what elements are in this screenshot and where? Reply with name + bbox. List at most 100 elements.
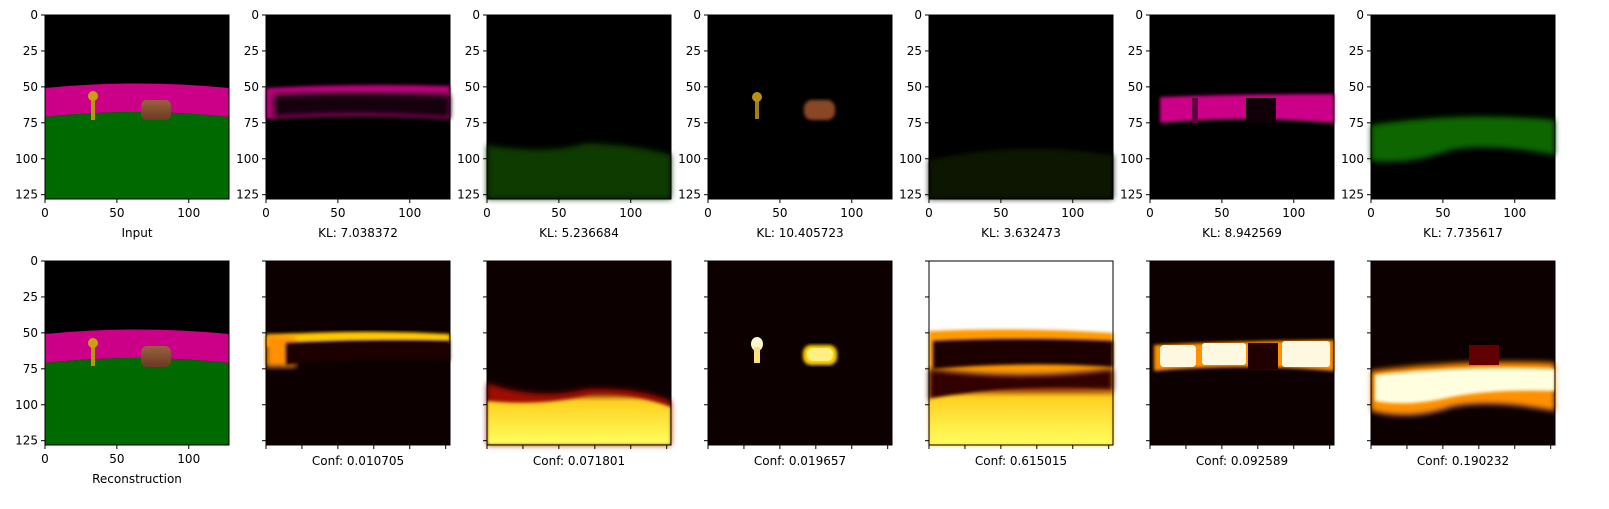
x-tick-label: 50	[993, 206, 1008, 220]
panel-reconstruction	[45, 261, 229, 445]
y-tick-label: 25	[907, 44, 922, 58]
axes-frame	[265, 260, 451, 446]
y-tick-label: 100	[1120, 152, 1143, 166]
y-tick-label: 50	[465, 80, 480, 94]
y-tick-label: 125	[899, 188, 922, 202]
x-tick-label: 50	[1435, 206, 1450, 220]
y-tick-label: 50	[244, 80, 259, 94]
y-tick-label: 75	[1349, 116, 1364, 130]
y-tick-label: 25	[244, 44, 259, 58]
y-tick-label: 125	[457, 188, 480, 202]
y-tick-label: 0	[30, 254, 38, 268]
y-tick-label: 125	[1120, 188, 1143, 202]
y-tick-label: 25	[1128, 44, 1143, 58]
axes-frame	[44, 260, 230, 446]
y-tick-label: 125	[236, 188, 259, 202]
y-tick-label: 50	[23, 326, 38, 340]
y-tick-label: 0	[30, 8, 38, 22]
y-tick-label: 50	[1128, 80, 1143, 94]
y-tick-label: 75	[465, 116, 480, 130]
y-tick-label: 50	[907, 80, 922, 94]
caption-bottom: Conf: 0.019657	[754, 454, 846, 468]
axes-frame	[928, 260, 1114, 446]
axes-frame	[1370, 14, 1556, 200]
y-tick-label: 25	[23, 44, 38, 58]
y-tick-label: 0	[472, 8, 480, 22]
y-tick-label: 75	[686, 116, 701, 130]
x-tick-label: 0	[1367, 206, 1375, 220]
panel-component-1	[266, 15, 450, 199]
y-tick-label: 100	[15, 398, 38, 412]
caption-top: KL: 7.735617	[1423, 226, 1503, 240]
panel-component-3	[708, 15, 892, 199]
axes-frame	[486, 260, 672, 446]
y-tick-label: 0	[1356, 8, 1364, 22]
panel-confidence-3	[708, 261, 892, 445]
x-tick-label: 100	[177, 452, 200, 466]
panel-confidence-6	[1371, 261, 1555, 445]
y-tick-label: 100	[15, 152, 38, 166]
x-tick-label: 100	[1503, 206, 1526, 220]
x-tick-label: 50	[772, 206, 787, 220]
y-tick-label: 75	[1128, 116, 1143, 130]
axes-frame	[44, 14, 230, 200]
panel-confidence-5	[1150, 261, 1334, 445]
caption-top: KL: 5.236684	[539, 226, 619, 240]
y-tick-label: 25	[1349, 44, 1364, 58]
x-tick-label: 0	[483, 206, 491, 220]
axes-frame	[486, 14, 672, 200]
panel-confidence-2	[487, 261, 671, 445]
x-tick-label: 50	[330, 206, 345, 220]
y-tick-label: 0	[693, 8, 701, 22]
x-tick-label: 100	[619, 206, 642, 220]
caption-bottom: Conf: 0.190232	[1417, 454, 1509, 468]
axes-frame	[1149, 260, 1335, 446]
caption-bottom: Conf: 0.092589	[1196, 454, 1288, 468]
y-tick-label: 50	[23, 80, 38, 94]
axes-frame	[928, 14, 1114, 200]
x-tick-label: 100	[840, 206, 863, 220]
y-tick-label: 125	[678, 188, 701, 202]
x-tick-label: 50	[551, 206, 566, 220]
x-tick-label: 0	[41, 206, 49, 220]
x-tick-label: 0	[1146, 206, 1154, 220]
panel-component-5	[1150, 15, 1334, 199]
y-tick-label: 75	[244, 116, 259, 130]
y-tick-label: 25	[686, 44, 701, 58]
axes-frame	[1370, 260, 1556, 446]
y-tick-label: 0	[251, 8, 259, 22]
y-tick-label: 125	[1341, 188, 1364, 202]
y-tick-label: 25	[465, 44, 480, 58]
y-tick-label: 75	[907, 116, 922, 130]
x-tick-label: 50	[1214, 206, 1229, 220]
panel-component-2	[487, 15, 671, 199]
y-tick-label: 50	[686, 80, 701, 94]
y-tick-label: 0	[1135, 8, 1143, 22]
panel-component-4	[929, 15, 1113, 199]
caption-bottom: Conf: 0.010705	[312, 454, 404, 468]
y-tick-label: 100	[678, 152, 701, 166]
y-tick-label: 100	[236, 152, 259, 166]
caption-top: KL: 8.942569	[1202, 226, 1282, 240]
y-tick-label: 50	[1349, 80, 1364, 94]
panel-confidence-4	[929, 261, 1113, 445]
y-tick-label: 100	[457, 152, 480, 166]
axes-frame	[1149, 14, 1335, 200]
y-tick-label: 75	[23, 116, 38, 130]
y-tick-label: 125	[15, 434, 38, 448]
y-tick-label: 125	[15, 188, 38, 202]
caption-bottom: Conf: 0.071801	[533, 454, 625, 468]
y-tick-label: 0	[914, 8, 922, 22]
y-tick-label: 25	[23, 290, 38, 304]
x-tick-label: 0	[704, 206, 712, 220]
y-tick-label: 75	[23, 362, 38, 376]
y-tick-label: 100	[899, 152, 922, 166]
panel-confidence-1	[266, 261, 450, 445]
y-tick-label: 100	[1341, 152, 1364, 166]
axes-frame	[707, 14, 893, 200]
x-tick-label: 100	[1282, 206, 1305, 220]
caption-top: KL: 7.038372	[318, 226, 398, 240]
caption-bottom: Reconstruction	[92, 472, 182, 486]
x-tick-label: 0	[925, 206, 933, 220]
